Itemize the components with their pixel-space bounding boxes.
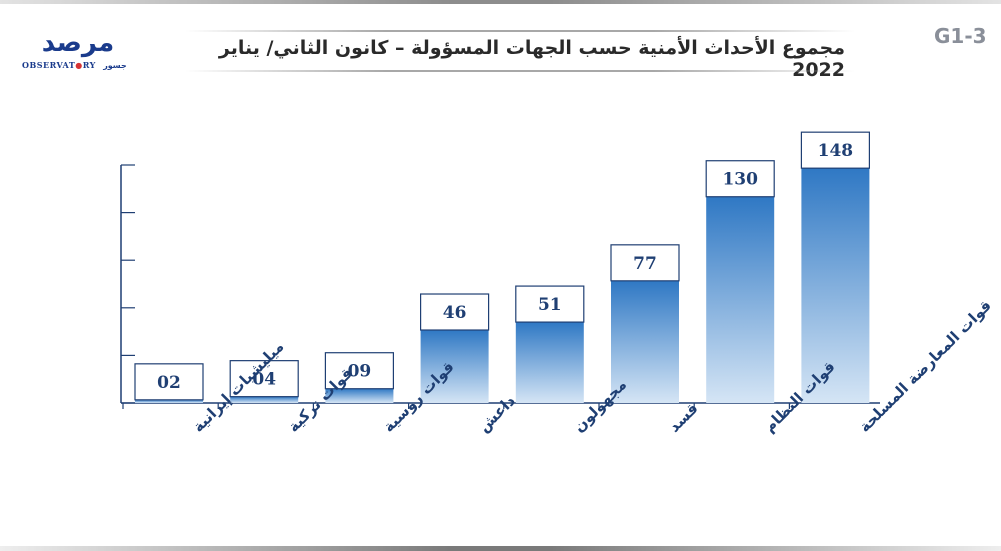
figure-code: G1-3 bbox=[934, 24, 987, 48]
data-label: 02 bbox=[157, 373, 181, 393]
bar bbox=[706, 196, 775, 403]
bottom-decorative-rule bbox=[0, 546, 1001, 551]
data-label: 77 bbox=[633, 254, 657, 274]
bar bbox=[230, 396, 299, 403]
data-label-box bbox=[515, 285, 585, 323]
data-label-box bbox=[324, 352, 394, 390]
bar bbox=[611, 280, 679, 403]
data-label-box bbox=[229, 360, 299, 398]
top-decorative-rule bbox=[0, 0, 1001, 4]
data-label-box bbox=[610, 244, 680, 282]
bar bbox=[801, 168, 870, 403]
bar bbox=[420, 330, 489, 403]
title-top-rule bbox=[185, 30, 855, 32]
data-label: 09 bbox=[348, 362, 372, 382]
logo-english-left: OBSERVAT bbox=[22, 60, 76, 70]
category-label: قسد bbox=[665, 399, 702, 436]
logo-english-right: RY bbox=[82, 60, 96, 70]
logo-subtext: جسور bbox=[103, 61, 127, 70]
data-label-box bbox=[420, 293, 490, 331]
logo-arabic-text: مرصد bbox=[41, 28, 115, 58]
data-label-box bbox=[134, 363, 204, 401]
logo-globe-icon: ● bbox=[75, 60, 83, 70]
category-label: قوات المعارضة المسلحة bbox=[856, 296, 995, 435]
data-label-box bbox=[800, 131, 871, 169]
data-label: 148 bbox=[818, 141, 854, 161]
chart-title-box: مجموع الأحداث الأمنية حسب الجهات المسؤول… bbox=[185, 30, 855, 81]
logo-english-text: OBSERVAT●RY جسور bbox=[22, 60, 134, 72]
bar bbox=[135, 399, 203, 403]
data-label: 46 bbox=[443, 303, 467, 323]
observatory-logo: مرصد OBSERVAT●RY جسور bbox=[22, 26, 134, 74]
bar bbox=[515, 322, 584, 403]
bar bbox=[325, 388, 394, 403]
data-label: 130 bbox=[722, 170, 758, 190]
title-bottom-rule bbox=[185, 70, 855, 72]
data-label: 04 bbox=[252, 370, 276, 390]
data-label: 51 bbox=[538, 295, 562, 315]
data-label-box bbox=[705, 160, 775, 198]
